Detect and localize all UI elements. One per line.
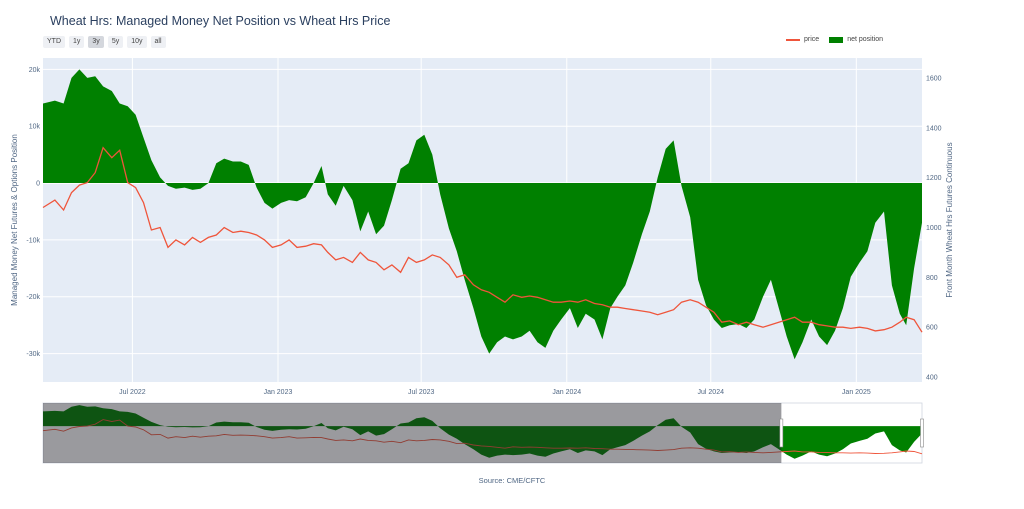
legend-item-net-position[interactable]: net position [829,36,883,43]
x-tick-label: Jul 2022 [119,389,146,396]
y-right-tick-label: 1400 [926,125,942,132]
range-slider-price-line [42,419,923,455]
x-tick-label: Jul 2023 [408,389,435,396]
range-slider-unselected-mask [43,403,782,463]
range-slider[interactable] [42,402,924,464]
x-tick-label: Jan 2024 [552,389,581,396]
y-right-tick-label: 1000 [926,225,942,232]
x-tick-label: Jan 2025 [842,389,871,396]
y-left-tick-label: -10k [26,237,40,244]
y-right-axis-title: Front Month Wheat Hrs Futures Continuous [945,142,954,297]
y-right-tick-label: 400 [926,375,938,382]
legend-label-net-position: net position [847,36,883,43]
range-slider-net-area [43,405,922,459]
net-position-swatch [829,36,844,43]
legend: price net position [786,36,883,43]
x-tick-label: Jul 2024 [698,389,725,396]
y-left-tick-label: 10k [29,124,41,131]
range-button-1y[interactable]: 1y [69,36,85,48]
range-button-all[interactable]: all [150,36,166,48]
y-left-axis-title: Managed Money Net Futures & Options Posi… [10,134,19,306]
x-tick-label: Jan 2023 [264,389,293,396]
y-right-tick-label: 1600 [926,75,942,82]
chart-title: Wheat Hrs: Managed Money Net Position vs… [50,14,391,28]
source-note: Source: CME/CFTC [478,476,546,485]
y-left-tick-label: 0 [36,181,40,188]
net-position-area [43,69,922,360]
range-selector: YTD 1y 3y 5y 10y all [43,36,166,48]
y-left-tick-label: 20k [29,67,41,74]
y-right-axis-ticks: 1600 1400 1200 1000 800 600 400 [926,75,942,381]
legend-item-price[interactable]: price [786,36,819,43]
y-right-tick-label: 800 [926,275,938,282]
range-button-ytd[interactable]: YTD [43,36,65,48]
range-slider-handle-right[interactable] [920,418,924,448]
y-left-axis-ticks: 20k 10k 0 -10k -20k -30k [26,67,40,358]
legend-label-price: price [804,36,820,43]
y-right-tick-label: 600 [926,325,938,332]
range-button-5y[interactable]: 5y [107,36,124,48]
range-slider-handle-left[interactable] [779,418,784,448]
range-button-10y[interactable]: 10y [127,36,147,48]
x-axis-ticks: Jul 2022 Jan 2023 Jul 2023 Jan 2024 Jul 2024… [119,389,871,396]
price-line [42,146,923,333]
price-line-swatch [786,38,800,41]
y-left-tick-label: -30k [26,351,40,358]
y-right-tick-label: 1200 [926,175,942,182]
y-left-tick-label: -20k [26,294,40,301]
range-button-3y[interactable]: 3y [88,36,104,48]
